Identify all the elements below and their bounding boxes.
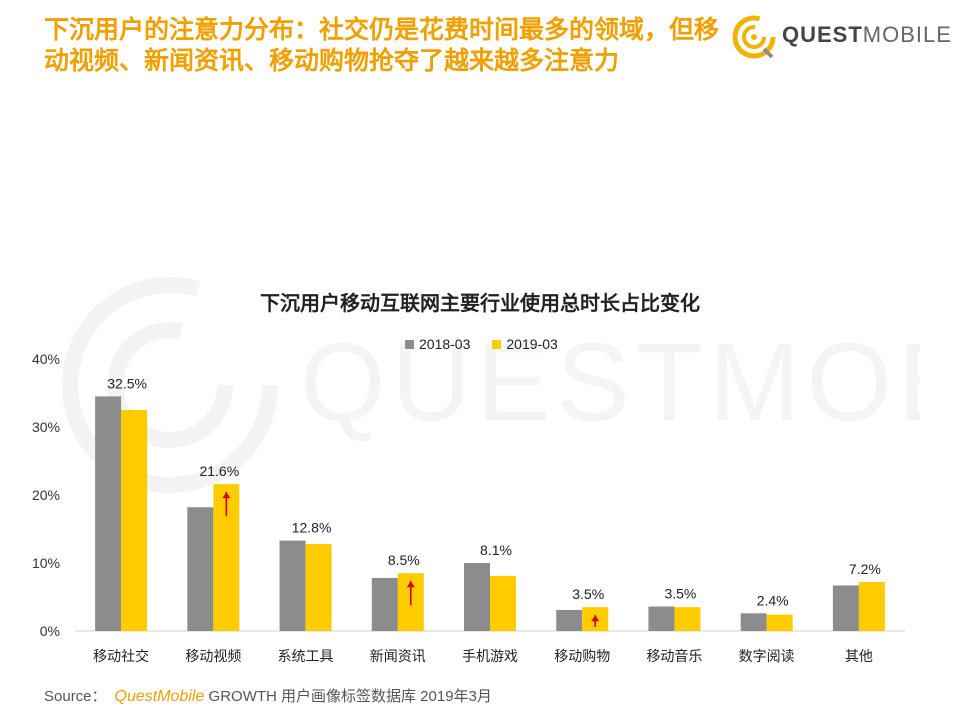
legend-item-2018: 2018-03 — [405, 336, 470, 352]
category-label-1: 移动视频 — [185, 649, 241, 665]
increase-arrow-head-1 — [222, 492, 231, 499]
chart-legend: 2018-03 2019-03 — [405, 336, 558, 352]
logo-text: QUESTMOBILE — [782, 22, 952, 47]
category-label-7: 数字阅读 — [739, 648, 795, 665]
data-label-4: 8.1% — [480, 542, 512, 558]
bar-2018-03-1 — [187, 507, 214, 631]
bar-2019-03-8 — [858, 582, 885, 631]
data-label-6: 3.5% — [664, 586, 696, 602]
slide-title: 下沉用户的注意力分布：社交仍是花费时间最多的领域，但移动视频、新闻资讯、移动购物… — [44, 15, 720, 75]
data-label-3: 8.5% — [388, 552, 420, 568]
data-label-2: 12.8% — [292, 520, 332, 536]
bar-2019-03-4 — [490, 575, 516, 631]
bar-2018-03-8 — [832, 585, 859, 631]
bar-2018-03-6 — [648, 606, 675, 631]
category-label-2: 系统工具 — [278, 649, 334, 665]
y-tick-label-3: 30% — [32, 419, 60, 435]
category-label-4: 手机游戏 — [462, 649, 518, 665]
source-note: Source： QuestMobile GROWTH 用户画像标签数据库 2019… — [44, 685, 492, 706]
bar-2019-03-7 — [766, 614, 793, 631]
legend-label-2019: 2019-03 — [506, 336, 558, 352]
source-brand: QuestMobile — [114, 688, 205, 705]
bar-2018-03-0 — [95, 396, 122, 631]
data-label-5: 3.5% — [572, 586, 604, 602]
data-label-1: 21.6% — [199, 463, 239, 479]
legend-label-2018: 2018-03 — [419, 336, 471, 352]
data-label-8: 7.2% — [849, 561, 881, 577]
category-label-0: 移动社交 — [93, 648, 149, 665]
bar-2018-03-4 — [464, 563, 490, 631]
increase-arrow-head-3 — [406, 581, 415, 588]
legend-item-2019: 2019-03 — [492, 336, 558, 352]
category-label-3: 新闻资讯 — [370, 649, 426, 665]
category-label-5: 移动购物 — [554, 649, 610, 665]
category-label-6: 移动音乐 — [646, 648, 702, 665]
source-label: Source： — [44, 688, 107, 705]
legend-swatch-2019 — [492, 339, 502, 349]
questmobile-logo: QUESTMOBILE — [730, 12, 951, 62]
bar-2018-03-5 — [556, 609, 583, 631]
bar-2018-03-7 — [740, 613, 767, 631]
bar-2019-03-6 — [674, 607, 701, 631]
bar-2018-03-2 — [279, 540, 306, 631]
y-tick-label-1: 10% — [32, 555, 60, 571]
y-tick-label-2: 20% — [32, 487, 60, 503]
y-tick-label-0: 0% — [40, 623, 60, 639]
data-label-0: 32.5% — [107, 375, 147, 391]
bar-2019-03-2 — [305, 543, 332, 631]
chart-title: 下沉用户移动互联网主要行业使用总时长占比变化 — [260, 291, 700, 315]
bar-2018-03-3 — [371, 577, 398, 631]
category-label-8: 其他 — [845, 649, 873, 665]
logo-mark-icon — [732, 15, 776, 59]
data-label-7: 2.4% — [757, 592, 789, 608]
increase-arrow-head-5 — [591, 615, 600, 622]
bar-2019-03-0 — [121, 410, 148, 631]
legend-swatch-2018 — [405, 339, 414, 349]
y-tick-label-4: 40% — [32, 351, 60, 367]
source-text: GROWTH 用户画像标签数据库 2019年3月 — [208, 688, 492, 705]
